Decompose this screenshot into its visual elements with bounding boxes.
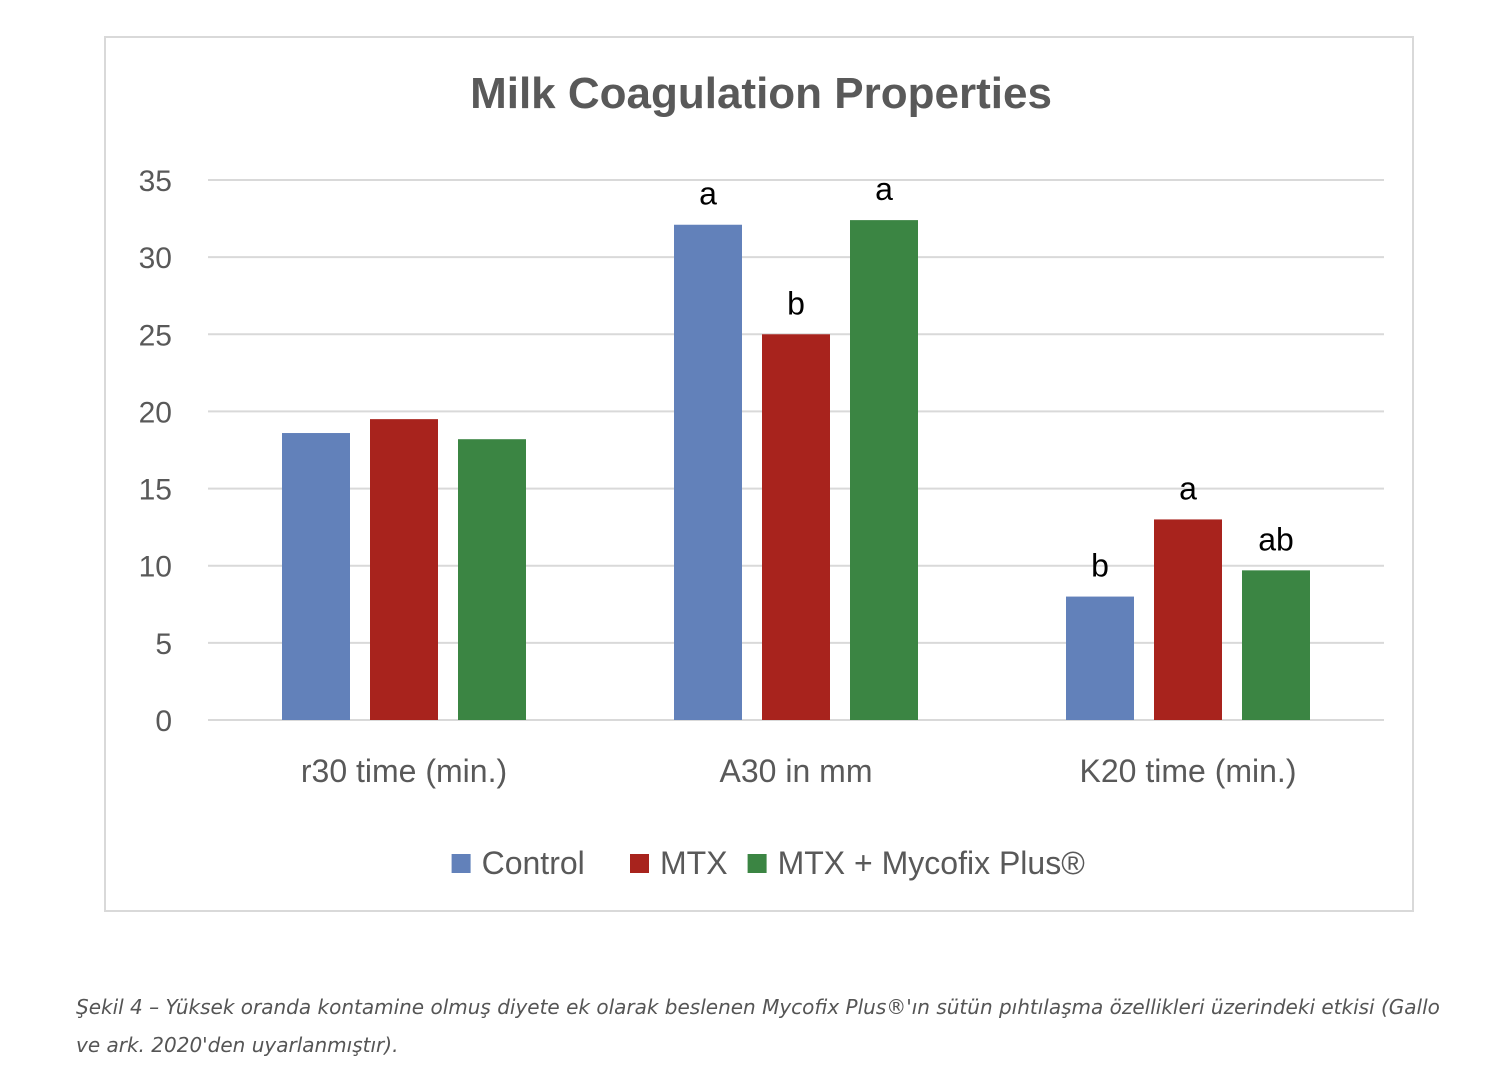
- legend-label: MTX: [660, 845, 728, 881]
- bar-mtx-mycofix-plus-0: [458, 439, 526, 720]
- data-label: ab: [1258, 521, 1294, 557]
- y-tick-label: 0: [155, 705, 172, 738]
- y-tick-label: 5: [155, 628, 172, 661]
- bar-control-2: [1066, 596, 1134, 720]
- bars: [282, 220, 1310, 720]
- y-tick-label: 35: [139, 165, 172, 198]
- legend-swatch: [451, 854, 471, 873]
- data-label: a: [1179, 470, 1197, 506]
- bar-chart: Milk Coagulation Properties 0 5 10 15 20 25 30…: [139, 69, 1384, 881]
- y-tick-label: 10: [139, 551, 172, 584]
- x-axis-ticks: r30 time (min.) A30 in mm K20 time (min.): [301, 753, 1297, 789]
- y-tick-label: 30: [139, 242, 172, 275]
- x-tick-label: A30 in mm: [720, 753, 873, 789]
- legend-swatch: [630, 854, 649, 873]
- legend: Control MTX MTX + Mycofix Plus®: [451, 845, 1086, 881]
- legend-swatch: [747, 854, 767, 873]
- y-tick-label: 20: [139, 396, 172, 429]
- x-tick-label: r30 time (min.): [301, 753, 507, 789]
- x-tick-label: K20 time (min.): [1080, 753, 1297, 789]
- y-tick-label: 15: [139, 474, 172, 507]
- data-label: b: [1091, 548, 1109, 584]
- y-axis-ticks: 0 5 10 15 20 25 30 35: [139, 165, 172, 738]
- legend-label: MTX + Mycofix Plus®: [778, 845, 1086, 881]
- bar-control-0: [282, 433, 350, 720]
- legend-label: Control: [482, 845, 585, 881]
- figure-caption: Şekil 4 – Yüksek oranda kontamine olmuş …: [76, 995, 1440, 1057]
- chart-frame: Milk Coagulation Properties 0 5 10 15 20 25 30…: [104, 36, 1414, 912]
- data-label: a: [699, 176, 717, 212]
- data-label: b: [787, 285, 805, 321]
- y-tick-label: 25: [139, 319, 172, 352]
- bar-control-1: [674, 224, 742, 720]
- bar-mtx-mycofix-plus-2: [1242, 570, 1310, 720]
- bar-mtx-1: [762, 334, 830, 720]
- chart-title: Milk Coagulation Properties: [470, 69, 1052, 118]
- bar-mtx-2: [1154, 519, 1222, 720]
- bar-mtx-0: [370, 419, 438, 720]
- data-label: a: [875, 171, 893, 207]
- bar-mtx-mycofix-plus-1: [850, 220, 918, 720]
